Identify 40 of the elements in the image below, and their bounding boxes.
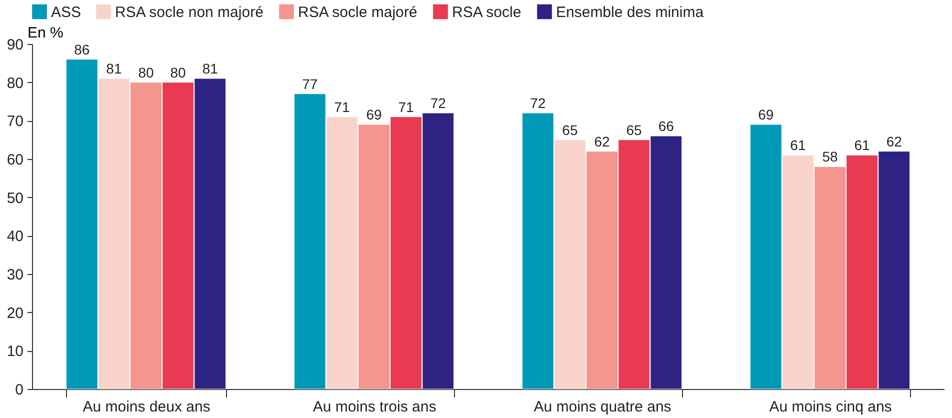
data-label: 61	[790, 137, 806, 154]
data-label: 72	[430, 95, 446, 111]
data-label: 80	[170, 64, 186, 80]
y-tick-label: 60	[6, 152, 24, 168]
y-tick-label: 50	[6, 190, 24, 207]
x-tick-label: Au moins deux ans	[82, 398, 210, 416]
data-label: 66	[658, 118, 674, 134]
data-label: 81	[106, 60, 122, 76]
data-label: 62	[594, 133, 610, 150]
data-label: 65	[626, 122, 642, 138]
y-tick-label: 10	[6, 343, 24, 360]
y-axis-title: En %	[28, 24, 64, 42]
legend-label: RSA socle majoré	[298, 4, 418, 21]
data-label: 62	[886, 133, 902, 150]
y-tick-label: 30	[6, 266, 24, 284]
data-label: 61	[854, 137, 870, 154]
data-label: 65	[562, 122, 578, 138]
legend-label: RSA socle non majoré	[115, 4, 264, 21]
data-label: 72	[530, 95, 546, 111]
data-label: 71	[398, 98, 414, 115]
y-tick-label: 90	[6, 36, 24, 54]
data-label: 80	[138, 64, 154, 80]
x-tick-label: Au moins quatre ans	[534, 398, 672, 416]
legend-label: ASS	[51, 4, 82, 21]
data-label: 71	[334, 98, 350, 115]
x-tick-label: Au moins cinq ans	[769, 398, 892, 416]
y-tick-label: 0	[15, 382, 24, 398]
y-tick-label: 20	[6, 304, 24, 322]
data-label: 58	[822, 148, 838, 165]
data-label: 81	[202, 60, 218, 76]
data-label: 69	[758, 106, 774, 122]
x-tick-label: Au moins trois ans	[312, 398, 436, 416]
legend-label: RSA socle	[452, 4, 522, 21]
data-label: 77	[302, 76, 318, 92]
y-tick-label: 80	[6, 74, 24, 92]
data-label: 86	[74, 41, 90, 58]
y-tick-label: 40	[6, 228, 24, 246]
data-label: 69	[366, 106, 382, 122]
y-tick-label: 70	[6, 113, 24, 130]
legend-label: Ensemble des minima	[556, 4, 704, 21]
